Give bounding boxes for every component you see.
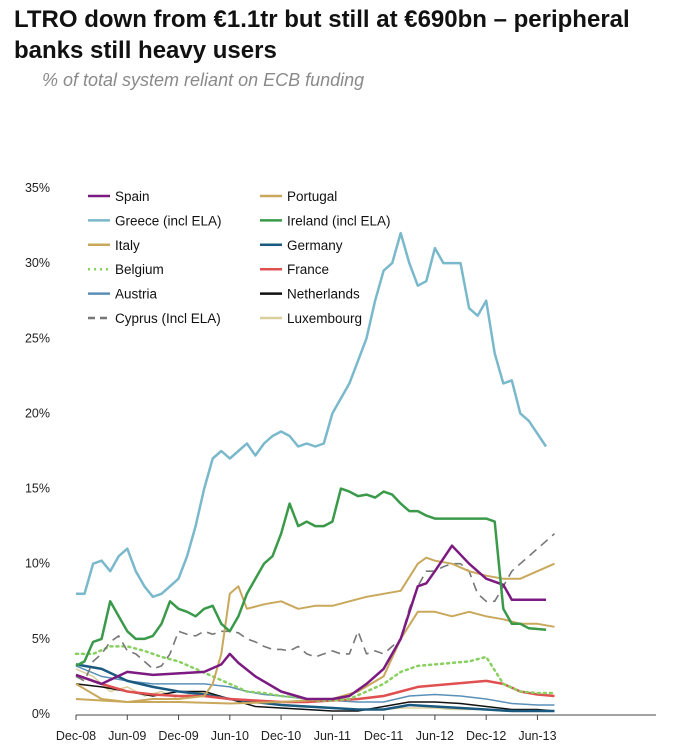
y-tick-label: 25% [25, 331, 50, 345]
x-tick-label: Dec-10 [261, 729, 301, 743]
legend-label-cyprus-incl-ela: Cyprus (Incl ELA) [115, 311, 221, 326]
x-tick-label: Jun-11 [314, 729, 351, 743]
series-lines [74, 231, 556, 713]
legend-label-portugal: Portugal [287, 189, 337, 204]
legend-label-italy: Italy [115, 238, 140, 253]
y-tick-label: 30% [25, 256, 50, 270]
series-line-france [75, 673, 555, 704]
x-tick-label: Dec-12 [466, 729, 506, 743]
series-line-italy [75, 610, 555, 705]
y-tick-label: 35% [25, 181, 50, 195]
series-line-portugal [75, 556, 555, 703]
y-tick-label: 10% [25, 557, 50, 571]
chart-title: LTRO down from €1.1tr but still at €690b… [14, 6, 630, 64]
chart-subtitle: % of total system reliant on ECB funding [42, 70, 365, 90]
y-tick-label: 0% [32, 707, 50, 721]
x-tick-label: Jun-12 [416, 729, 454, 743]
y-tick-label: 5% [32, 632, 50, 646]
legend-label-spain: Spain [115, 189, 150, 204]
y-axis: 0% 5% 10% 15% 20% 25% 30% 35% [25, 181, 50, 721]
series-line-germany [75, 663, 555, 713]
legend-label-greece-incl-ela: Greece (incl ELA) [115, 213, 222, 228]
legend-label-germany: Germany [287, 238, 343, 253]
x-tick-label: Jun-13 [518, 729, 556, 743]
y-tick-label: 20% [25, 406, 50, 420]
legend: Spain Portugal Greece (incl ELA) Ireland (i… [88, 189, 391, 326]
x-tick-label: Dec-11 [364, 729, 403, 743]
series-line-ireland-incl-ela [75, 487, 547, 668]
legend-label-belgium: Belgium [115, 262, 164, 277]
series-line-greece-incl-ela [76, 231, 548, 599]
x-tick-label: Jun-10 [211, 729, 249, 743]
legend-label-ireland-incl-ela: Ireland (incl ELA) [287, 213, 391, 228]
x-tick-label: Dec-09 [158, 729, 198, 743]
legend-label-france: France [287, 262, 329, 277]
legend-label-netherlands: Netherlands [287, 287, 360, 302]
legend-label-austria: Austria [115, 287, 158, 302]
legend-label-luxembourg: Luxembourg [287, 311, 362, 326]
series-line-spain [75, 544, 546, 701]
y-tick-label: 15% [25, 482, 50, 496]
x-tick-label: Jun-09 [108, 729, 146, 743]
x-tick-label: Dec-08 [56, 729, 96, 743]
x-axis: Dec-08 Jun-09 Dec-09 Jun-10 Dec-10 Jun-11 Dec-… [56, 714, 656, 743]
series-line-cyprus-incl-ela [75, 533, 556, 682]
